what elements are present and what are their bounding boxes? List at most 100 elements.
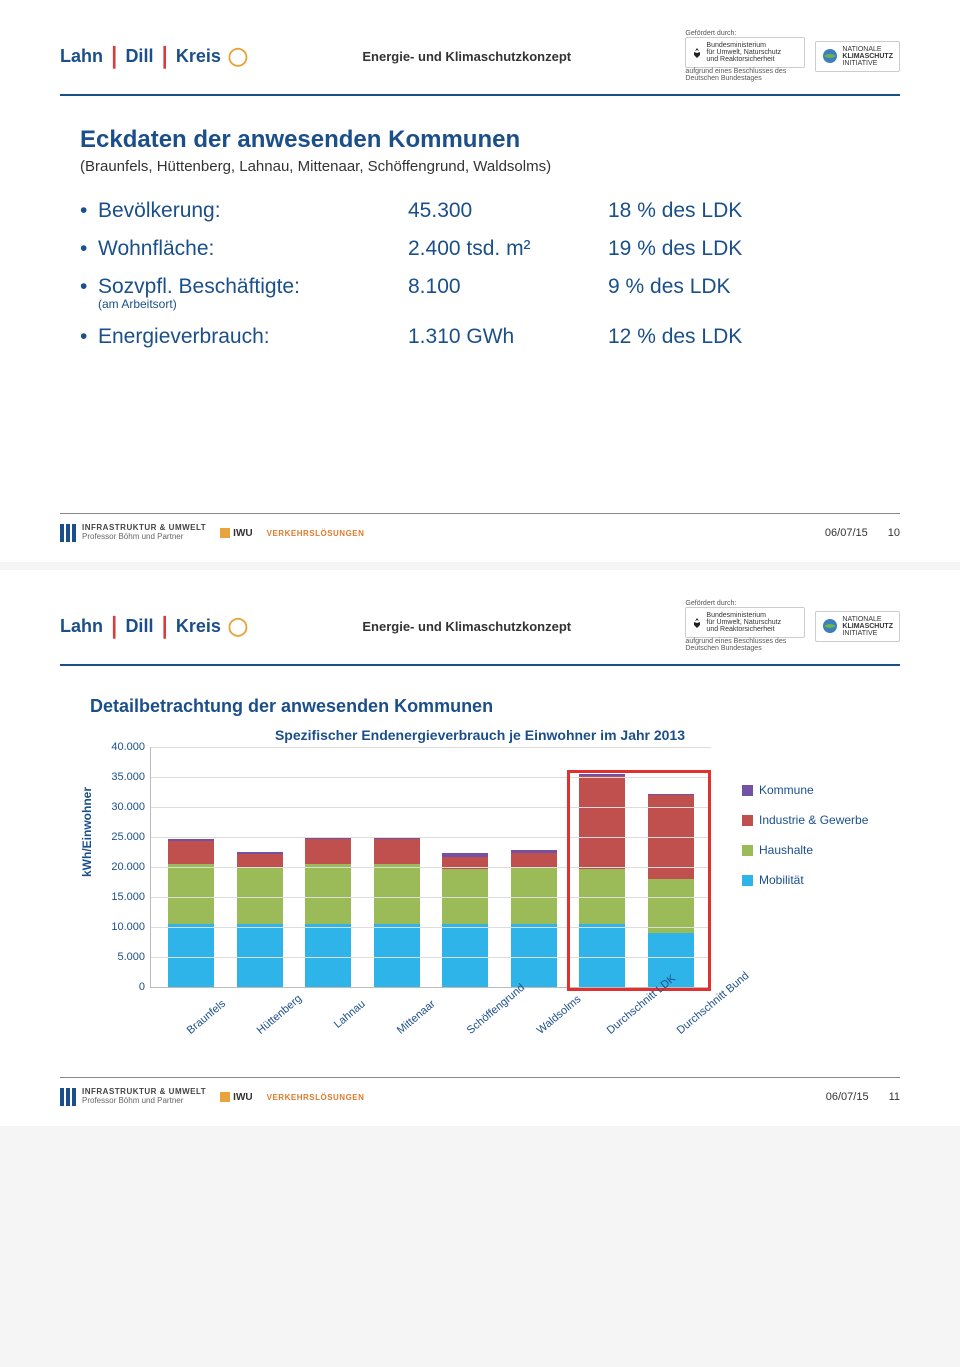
bar-segment: [168, 864, 214, 924]
x-label: Lahnau: [325, 998, 368, 1037]
row-pct: 9 % des LDK: [608, 275, 880, 299]
brand-part-1: Lahn: [60, 46, 103, 67]
bar-segment: [511, 924, 557, 987]
y-tick: 35.000: [90, 771, 145, 783]
globe-icon: [822, 618, 838, 634]
highlight-box: [567, 770, 711, 991]
data-row: •Bevölkerung:45.30018 % des LDK: [80, 199, 880, 223]
x-label: Waldsolms: [535, 998, 578, 1037]
nki-logo: NATIONALE KLIMASCHUTZ INITIATIVE: [815, 41, 900, 72]
row-label: Sozvpfl. Beschäftigte:(am Arbeitsort): [98, 275, 408, 311]
row-label: Wohnfläche:: [98, 237, 408, 261]
bund-logo: Bundesministerium für Umwelt, Naturschut…: [685, 37, 805, 68]
y-tick: 30.000: [90, 801, 145, 813]
x-label: Mittenaar: [395, 998, 438, 1037]
y-tick: 10.000: [90, 921, 145, 933]
verkehr-logo: VERKEHRSLÖSUNGEN: [267, 529, 365, 538]
y-tick: 15.000: [90, 891, 145, 903]
sponsor-bund: Gefördert durch: Bundesministerium für U…: [685, 600, 805, 652]
slide-1: Lahn ❘ Dill ❘ Kreis ◯ Energie- und Klima…: [0, 0, 960, 562]
x-label: Hüttenberg: [255, 998, 298, 1037]
bar-segment: [305, 839, 351, 864]
y-tick: 5.000: [90, 951, 145, 963]
legend-swatch: [742, 875, 753, 886]
bar-column: [237, 852, 283, 987]
bar-column: [168, 839, 214, 987]
bar-segment: [237, 924, 283, 987]
legend-label: Mobilität: [759, 873, 804, 887]
bar-segment: [511, 853, 557, 867]
footer-logos: INFRASTRUKTUR & UMWELT Professor Böhm un…: [60, 1088, 364, 1106]
bar-segment: [374, 924, 420, 987]
header-title: Energie- und Klimaschutzkonzept: [362, 619, 571, 634]
bar-segment: [374, 839, 420, 864]
bar-column: [442, 853, 488, 987]
row-pct: 12 % des LDK: [608, 325, 880, 349]
row-pct: 19 % des LDK: [608, 237, 880, 261]
footer-page: 11: [889, 1091, 900, 1103]
sponsor-bund: Gefördert durch: Bundesministerium für U…: [685, 30, 805, 82]
row-note: (am Arbeitsort): [98, 297, 408, 311]
brand-dot-icon: ◯: [223, 616, 248, 637]
row-value: 2.400 tsd. m²: [408, 237, 608, 261]
footer-date: 06/07/15: [826, 1091, 869, 1103]
bar-segment: [442, 924, 488, 987]
brand-sep-1: ❘: [105, 43, 123, 69]
bar-segment: [374, 864, 420, 924]
x-label: Braunfels: [185, 998, 228, 1037]
slide1-subtitle: (Braunfels, Hüttenberg, Lahnau, Mittenaa…: [80, 158, 880, 175]
iu-text: INFRASTRUKTUR & UMWELT Professor Böhm un…: [82, 524, 206, 542]
y-tick: 40.000: [90, 741, 145, 753]
footer-logos: INFRASTRUKTUR & UMWELT Professor Böhm un…: [60, 524, 364, 542]
bar-segment: [168, 924, 214, 987]
bar-column: [511, 850, 557, 987]
footer-meta: 06/07/15 11: [826, 1091, 900, 1103]
legend-swatch: [742, 785, 753, 796]
ldk-logo: Lahn ❘ Dill ❘ Kreis ◯: [60, 613, 248, 639]
legend-item: Kommune: [742, 783, 868, 797]
row-value: 1.310 GWh: [408, 325, 608, 349]
y-tick: 0: [90, 981, 145, 993]
legend-label: Haushalte: [759, 843, 813, 857]
beschluss-text: aufgrund eines Beschlusses des Deutschen…: [685, 68, 805, 82]
bar-segment: [305, 864, 351, 924]
ldk-logo: Lahn ❘ Dill ❘ Kreis ◯: [60, 43, 248, 69]
bar-segment: [305, 924, 351, 987]
bar-segment: [237, 854, 283, 867]
row-label: Energieverbrauch:: [98, 325, 408, 349]
slide-footer: INFRASTRUKTUR & UMWELT Professor Böhm un…: [60, 1077, 900, 1106]
bar-segment: [168, 841, 214, 864]
legend-label: Kommune: [759, 783, 814, 797]
globe-icon: [822, 48, 838, 64]
legend-label: Industrie & Gewerbe: [759, 813, 868, 827]
row-pct: 18 % des LDK: [608, 199, 880, 223]
x-label: Durchschnitt LDK: [605, 998, 648, 1037]
iu-logo: INFRASTRUKTUR & UMWELT Professor Böhm un…: [60, 524, 206, 542]
bund-logo: Bundesministerium für Umwelt, Naturschut…: [685, 607, 805, 638]
slide-2: Lahn ❘ Dill ❘ Kreis ◯ Energie- und Klima…: [0, 570, 960, 1126]
x-labels: BraunfelsHüttenbergLahnauMittenaarSchöff…: [150, 992, 710, 1004]
footer-meta: 06/07/15 10: [825, 527, 900, 539]
data-row: •Sozvpfl. Beschäftigte:(am Arbeitsort)8.…: [80, 275, 880, 311]
data-row: •Energieverbrauch:1.310 GWh12 % des LDK: [80, 325, 880, 349]
slide2-content: Detailbetrachtung der anwesenden Kommune…: [60, 686, 900, 1037]
x-label: Durchschnitt Bund: [675, 998, 718, 1037]
y-tick: 20.000: [90, 861, 145, 873]
row-value: 8.100: [408, 275, 608, 299]
slide1-data-rows: •Bevölkerung:45.30018 % des LDK•Wohnfläc…: [80, 199, 880, 349]
bund-text: Bundesministerium für Umwelt, Naturschut…: [706, 42, 781, 63]
slide1-content: Eckdaten der anwesenden Kommunen (Braunf…: [60, 116, 900, 373]
bar-column: [374, 838, 420, 987]
bar-segment: [237, 867, 283, 924]
legend-swatch: [742, 815, 753, 826]
iu-logo: INFRASTRUKTUR & UMWELT Professor Böhm un…: [60, 1088, 206, 1106]
legend-swatch: [742, 845, 753, 856]
bar-segment: [511, 867, 557, 924]
chart-area: kWh/Einwohner 05.00010.00015.00020.00025…: [90, 747, 730, 1027]
chart-legend: Kommune Industrie & Gewerbe Haushalte Mobil…: [742, 767, 868, 903]
iwu-logo: IWU: [220, 528, 252, 539]
header-sponsors: Gefördert durch: Bundesministerium für U…: [685, 600, 900, 652]
iwu-logo: IWU: [220, 1092, 252, 1103]
gefoerdert-label: Gefördert durch:: [685, 30, 805, 37]
legend-item: Haushalte: [742, 843, 868, 857]
